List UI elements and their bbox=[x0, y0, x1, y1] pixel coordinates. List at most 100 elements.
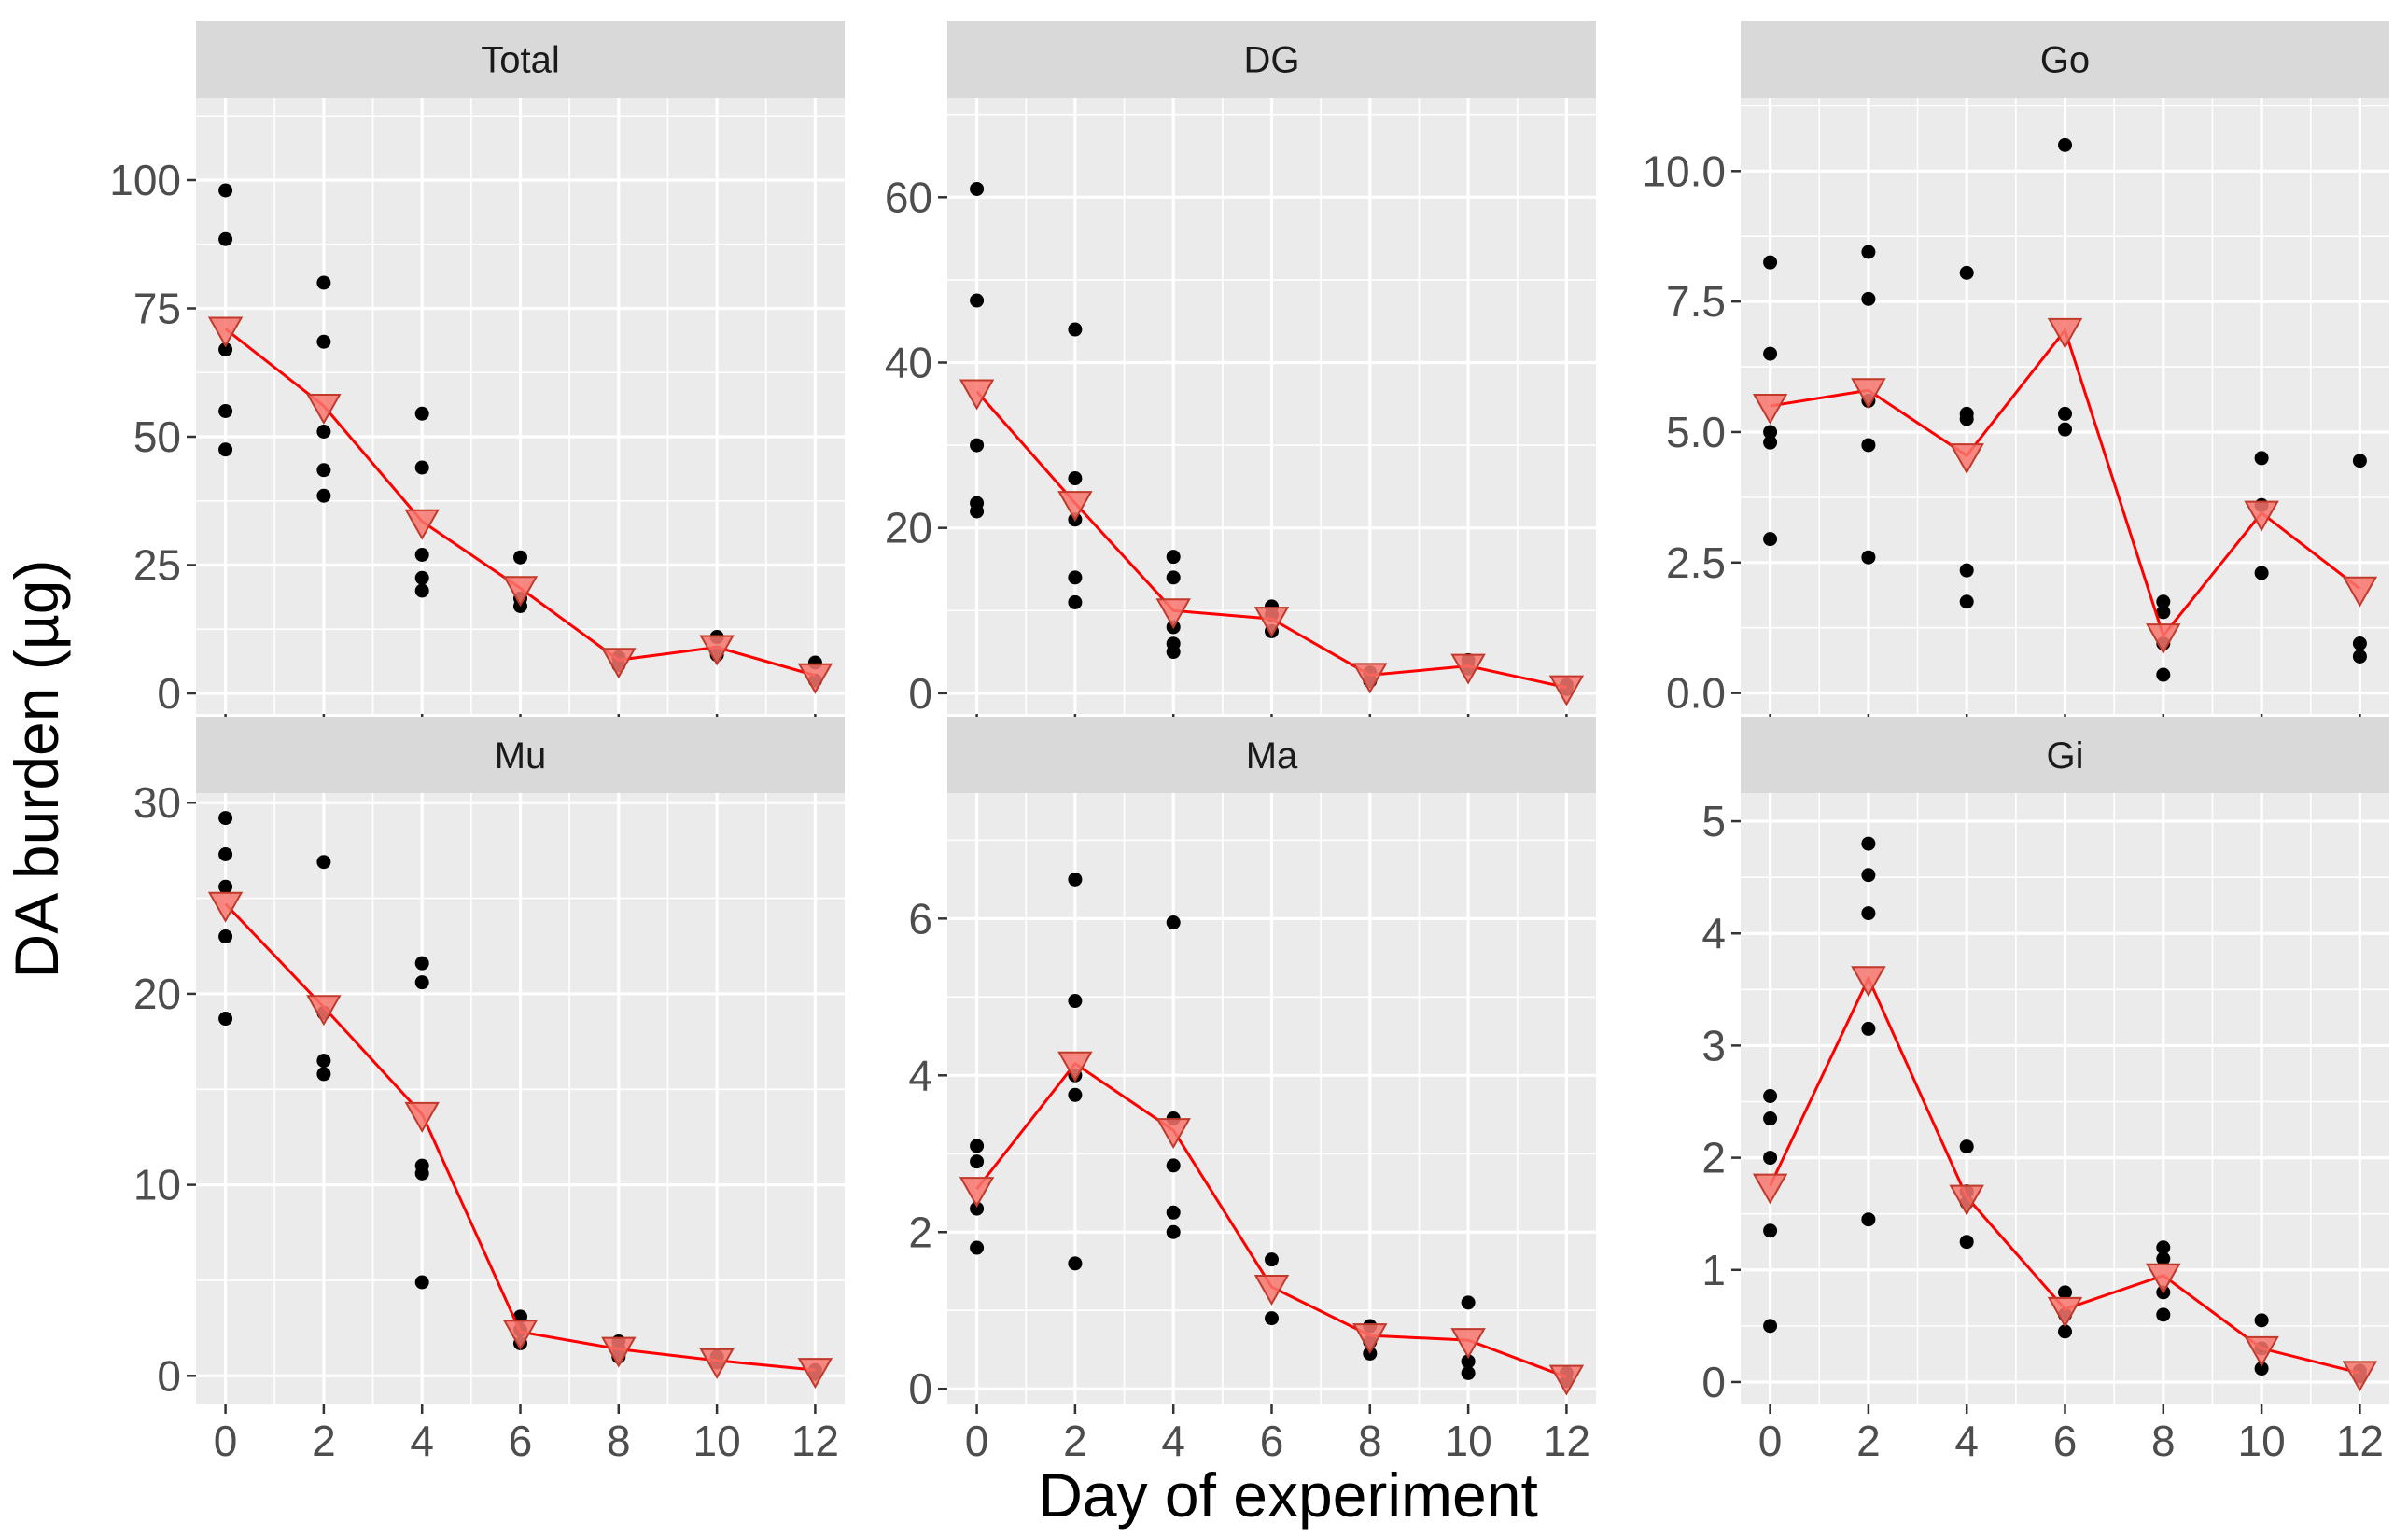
observation-point bbox=[1265, 1252, 1279, 1267]
observation-point bbox=[1166, 915, 1181, 930]
mean-marker bbox=[306, 995, 342, 1027]
observation-point bbox=[1068, 594, 1083, 609]
observation-point bbox=[1068, 994, 1083, 1009]
mean-marker bbox=[207, 316, 244, 348]
mean-marker bbox=[959, 1177, 995, 1209]
mean-marker bbox=[404, 1101, 440, 1133]
observation-point bbox=[414, 1166, 429, 1181]
x-tick-label: 4 bbox=[410, 1417, 434, 1465]
y-tick-label: 4 bbox=[908, 1051, 932, 1099]
observation-point bbox=[316, 1054, 331, 1069]
observation-point bbox=[218, 879, 233, 894]
observation-point bbox=[2156, 594, 2171, 609]
mean-marker bbox=[1352, 1323, 1388, 1355]
y-tick-label: 10 bbox=[133, 1161, 181, 1209]
facet-strip-label: Ma bbox=[1246, 735, 1298, 776]
observation-point bbox=[2352, 649, 2367, 664]
observation-point bbox=[316, 855, 331, 870]
observation-point bbox=[1763, 1319, 1778, 1334]
mean-marker bbox=[1057, 491, 1093, 523]
observation-point bbox=[1861, 550, 1876, 565]
observation-point bbox=[316, 1067, 331, 1082]
observation-point bbox=[1861, 868, 1876, 883]
observation-point bbox=[316, 463, 331, 478]
observation-point bbox=[2352, 454, 2367, 468]
x-tick-label: 6 bbox=[1260, 1417, 1284, 1465]
y-tick-label: 2.5 bbox=[1666, 538, 1726, 587]
observation-point bbox=[970, 1201, 985, 1216]
mean-marker bbox=[1548, 675, 1585, 706]
observation-point bbox=[1959, 594, 1974, 609]
mean-marker bbox=[502, 576, 539, 608]
observation-point bbox=[1763, 1088, 1778, 1103]
observation-point bbox=[1068, 471, 1083, 486]
y-tick-label: 75 bbox=[133, 285, 181, 333]
y-tick-label: 0 bbox=[908, 1364, 932, 1413]
y-tick-label: 5 bbox=[1701, 797, 1726, 845]
mean-marker bbox=[1253, 1275, 1290, 1306]
observation-point bbox=[2058, 1285, 2072, 1300]
mean-marker bbox=[502, 1320, 539, 1351]
x-tick-label: 0 bbox=[1758, 1417, 1783, 1465]
mean-marker bbox=[1949, 1184, 1984, 1216]
x-tick-label: 8 bbox=[607, 1417, 631, 1465]
y-tick-label: 2 bbox=[1701, 1134, 1726, 1182]
mean-marker bbox=[1752, 394, 1788, 426]
x-tick-label: 6 bbox=[2053, 1417, 2078, 1465]
observation-point bbox=[970, 293, 985, 308]
observation-point bbox=[2058, 1324, 2072, 1339]
y-tick-label: 0 bbox=[157, 1351, 181, 1400]
mean-marker bbox=[699, 1348, 735, 1379]
observation-point bbox=[1068, 322, 1083, 337]
facet-strip bbox=[196, 21, 845, 98]
observation-point bbox=[1068, 570, 1083, 585]
observation-point bbox=[1959, 412, 1974, 426]
observation-point bbox=[2156, 605, 2171, 620]
mean-marker bbox=[699, 635, 735, 666]
observation-point bbox=[2058, 137, 2072, 152]
observation-point bbox=[1461, 1295, 1476, 1310]
facet-strip-label: Total bbox=[481, 40, 560, 81]
facet-strip bbox=[1741, 717, 2389, 793]
observation-point bbox=[1265, 1311, 1279, 1326]
panel-mu: Mu 0 2 4 6 8 10 12 0 10 20 30 bbox=[133, 717, 845, 1465]
x-tick-label: 2 bbox=[312, 1417, 336, 1465]
observation-point bbox=[2352, 636, 2367, 650]
observation-point bbox=[414, 583, 429, 598]
mean-marker bbox=[1450, 1328, 1486, 1360]
observation-point bbox=[218, 1012, 233, 1027]
facet-strip bbox=[947, 717, 1596, 793]
panel-go: Go0246810120.02.55.07.510.0 bbox=[1642, 21, 2389, 775]
mean-marker bbox=[797, 663, 833, 694]
x-tick-label: 8 bbox=[1358, 1417, 1382, 1465]
x-tick-label: 10 bbox=[693, 1417, 741, 1465]
y-tick-label: 25 bbox=[133, 541, 181, 590]
x-tick-label: 4 bbox=[1954, 1417, 1979, 1465]
observation-point bbox=[1959, 265, 1974, 280]
observation-point bbox=[1861, 906, 1876, 921]
facet-strip bbox=[196, 717, 845, 793]
observation-point bbox=[316, 425, 331, 439]
x-axis-title: Day of experiment bbox=[1038, 1460, 1538, 1530]
observation-point bbox=[414, 1275, 429, 1290]
panel-total: Total0246810120255075100 bbox=[109, 21, 845, 775]
observation-point bbox=[1068, 1087, 1083, 1102]
observation-point bbox=[1959, 1139, 1974, 1154]
observation-point bbox=[316, 275, 331, 290]
mean-marker bbox=[2146, 1263, 2181, 1294]
facet-strip-label: Mu bbox=[495, 735, 547, 776]
mean-marker bbox=[1155, 598, 1191, 630]
x-tick-label: 8 bbox=[2151, 1417, 2176, 1465]
facet-strip-label: Gi bbox=[2047, 735, 2084, 776]
y-tick-label: 40 bbox=[885, 338, 932, 386]
panel-dg: DG0246810120204060 bbox=[885, 21, 1596, 775]
mean-marker bbox=[1851, 966, 1886, 998]
mean-marker bbox=[601, 648, 637, 679]
mean-marker bbox=[797, 1358, 833, 1390]
observation-point bbox=[1861, 438, 1876, 453]
observation-point bbox=[218, 847, 233, 861]
observation-point bbox=[2156, 667, 2171, 682]
x-tick-label: 0 bbox=[965, 1417, 989, 1465]
observation-point bbox=[414, 975, 429, 990]
